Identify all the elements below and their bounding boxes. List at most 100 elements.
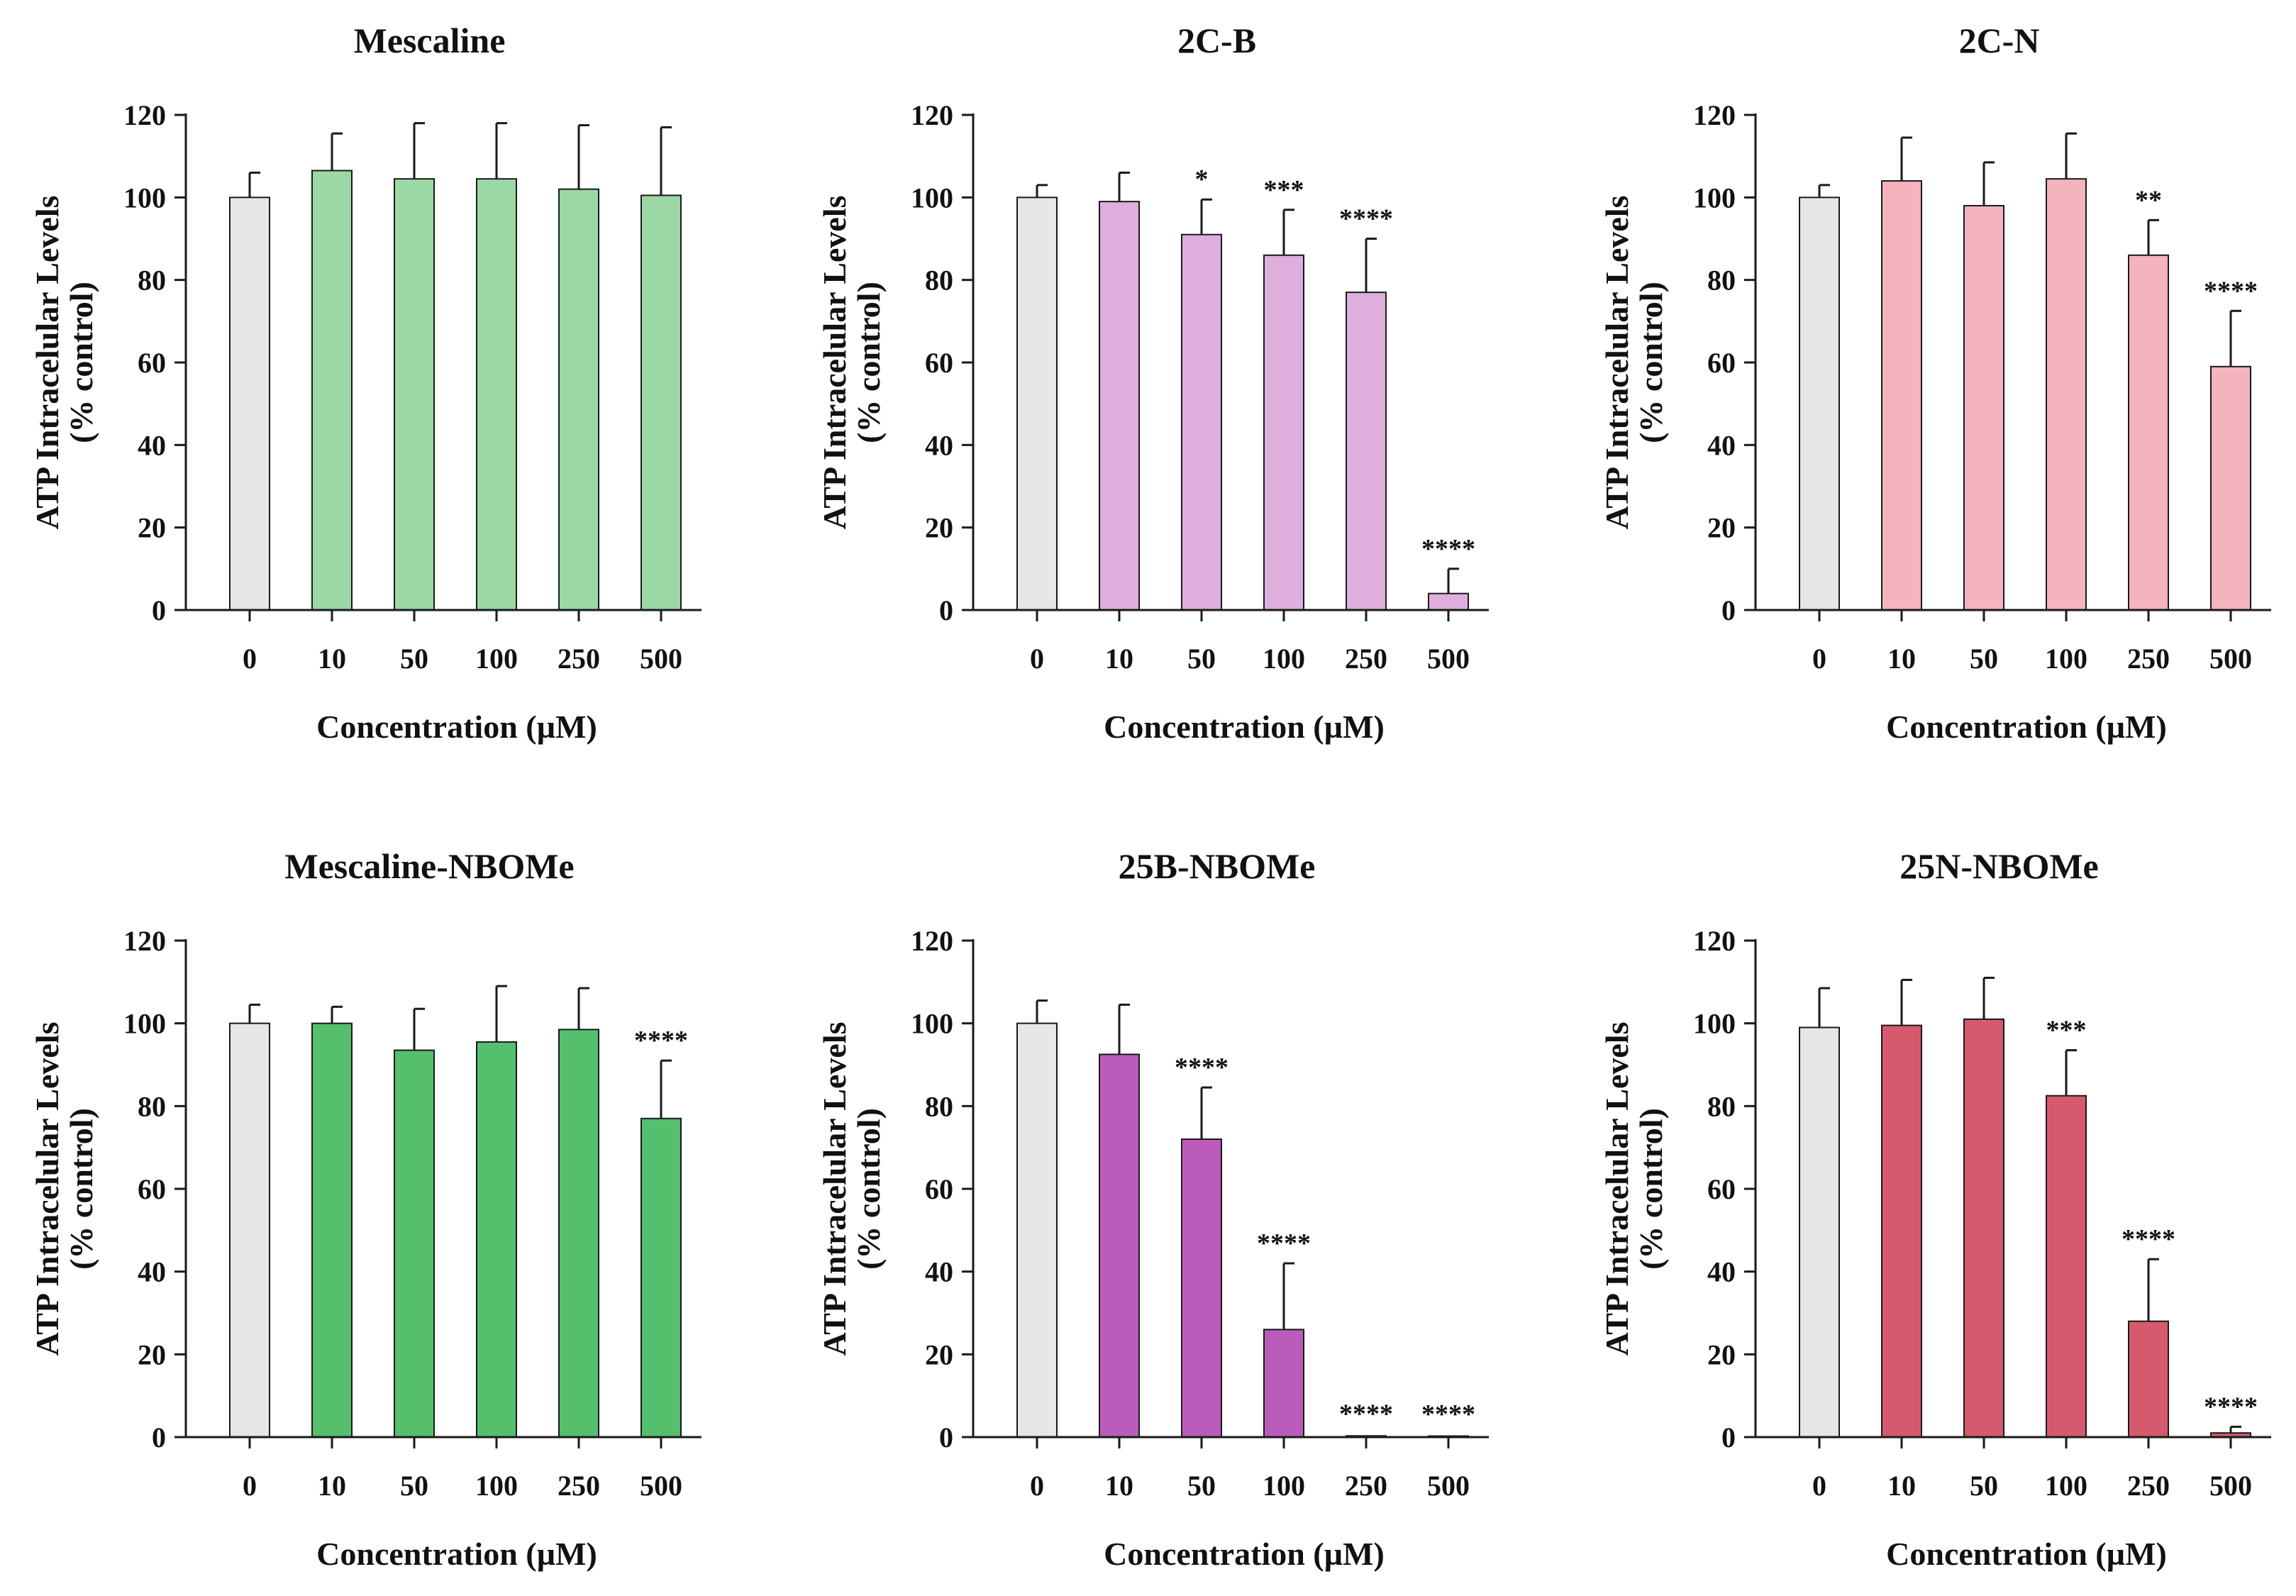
y-tick-label: 40: [138, 429, 166, 461]
bar-10: [311, 170, 353, 611]
x-tick-label: 0: [243, 1470, 257, 1502]
bar-500: [640, 1117, 682, 1439]
y-tick-label: 20: [925, 1339, 953, 1370]
y-tick-label: 60: [1707, 1173, 1736, 1205]
chart-title: 25N-NBOMe: [1900, 846, 2099, 886]
y-tick-label: 20: [138, 1339, 166, 1370]
y-tick-label: 120: [1693, 99, 1736, 131]
y-tick-label: 60: [925, 347, 953, 379]
x-tick-label: 100: [475, 643, 518, 675]
x-tick-label: 10: [1887, 1470, 1916, 1502]
x-tick-label: 500: [2209, 1470, 2252, 1502]
chart-title: Mescaline-NBOMe: [284, 846, 574, 886]
panel-25b-nbome: 25B-NBOMe************ ****020406080100120…: [816, 846, 1489, 1572]
x-tick-label: 250: [2127, 643, 2170, 675]
y-tick-label: 60: [1707, 347, 1736, 379]
y-tick-label: 40: [925, 429, 953, 461]
bar-100: [1263, 254, 1304, 611]
y-tick-label: 40: [925, 1256, 953, 1288]
significance-marker: ****: [1339, 204, 1393, 234]
y-axis-label: ATP Intracelular Levels: [1599, 1021, 1635, 1356]
x-tick-label: 500: [1427, 1470, 1470, 1502]
y-tick-label: 80: [1707, 265, 1736, 297]
bar-100: [1263, 1329, 1304, 1439]
chart-title: 2C-N: [1959, 21, 2040, 60]
y-tick-label: 100: [123, 182, 166, 214]
x-tick-label: 10: [1105, 1470, 1133, 1502]
bar-250: [558, 1029, 599, 1438]
y-tick-label: 80: [138, 1090, 166, 1122]
significance-marker: *: [1195, 165, 1209, 194]
bar-0: [1799, 1026, 1840, 1438]
significance-marker: ****: [2204, 276, 2258, 306]
significance-marker: ***: [1264, 175, 1304, 205]
y-tick-label: 60: [138, 347, 166, 379]
bar-50: [1963, 1018, 2004, 1439]
y-axis-label-unit: (% control): [850, 282, 887, 443]
bar-250: [2128, 1320, 2169, 1438]
bar-10: [1099, 201, 1140, 611]
bar-10: [1099, 1053, 1140, 1438]
bar-0: [1016, 196, 1058, 611]
bar-10: [311, 1022, 353, 1438]
y-tick-label: 100: [911, 1008, 953, 1040]
bar-250: [1346, 292, 1387, 611]
x-tick-label: 10: [318, 1470, 346, 1502]
y-tick-label: 80: [138, 265, 166, 297]
chart-title: 2C-B: [1177, 21, 1256, 60]
x-tick-label: 500: [1427, 643, 1470, 675]
y-axis-label: ATP Intracelular Levels: [816, 1021, 853, 1356]
bar-50: [1181, 233, 1222, 611]
y-tick-label: 0: [1721, 594, 1736, 626]
y-tick-label: 0: [939, 1422, 953, 1453]
y-tick-label: 100: [123, 1008, 166, 1040]
y-tick-label: 120: [911, 925, 953, 957]
x-tick-label: 0: [1812, 643, 1826, 675]
y-tick-label: 40: [138, 1256, 166, 1288]
y-tick-label: 60: [138, 1173, 166, 1205]
significance-marker: ****: [1421, 534, 1475, 564]
significance-marker: **: [2135, 185, 2162, 215]
significance-marker: ****: [634, 1026, 688, 1055]
y-tick-label: 40: [1707, 429, 1736, 461]
bar-50: [1963, 204, 2004, 611]
bar-100: [2046, 178, 2087, 611]
x-tick-label: 100: [1263, 643, 1305, 675]
x-tick-label: 50: [1187, 1470, 1216, 1502]
x-tick-label: 100: [1263, 1470, 1305, 1502]
x-tick-label: 0: [1812, 1470, 1826, 1502]
bar-250: [2128, 254, 2169, 611]
y-tick-label: 0: [152, 594, 166, 626]
x-axis-label: Concentration (µM): [316, 709, 597, 745]
significance-marker: ****: [2204, 1392, 2258, 1422]
x-tick-label: 50: [1970, 643, 1998, 675]
y-tick-label: 60: [925, 1173, 953, 1205]
x-tick-label: 50: [400, 1470, 428, 1502]
bar-50: [394, 1049, 435, 1439]
x-tick-label: 500: [640, 643, 682, 675]
x-axis-label: Concentration (µM): [1886, 709, 2167, 745]
x-tick-label: 0: [1030, 1470, 1044, 1502]
y-tick-label: 20: [138, 512, 166, 544]
x-tick-label: 10: [318, 643, 346, 675]
x-tick-label: 250: [558, 1470, 600, 1502]
y-axis-label: ATP Intracelular Levels: [29, 195, 65, 529]
y-tick-label: 120: [123, 99, 166, 131]
x-axis-label: Concentration (µM): [1104, 709, 1385, 745]
bar-0: [229, 1022, 270, 1438]
bar-10: [1881, 180, 1922, 611]
bar-100: [476, 1041, 517, 1438]
bar-500: [640, 194, 682, 611]
x-tick-label: 0: [1030, 643, 1044, 675]
y-axis-label: ATP Intracelular Levels: [1599, 195, 1635, 529]
panel-mescaline-nbome: Mescaline-NBOMe **** 0 20 40 60 80 100 120 0 10 50 1…: [29, 846, 701, 1572]
y-axis-label-unit: (% control): [1633, 282, 1669, 443]
y-tick-label: 120: [1693, 925, 1736, 957]
y-axis-label-unit: (% control): [850, 1108, 887, 1270]
significance-marker: ****: [1421, 1400, 1475, 1429]
x-tick-label: 500: [640, 1470, 682, 1502]
x-tick-label: 10: [1105, 643, 1133, 675]
